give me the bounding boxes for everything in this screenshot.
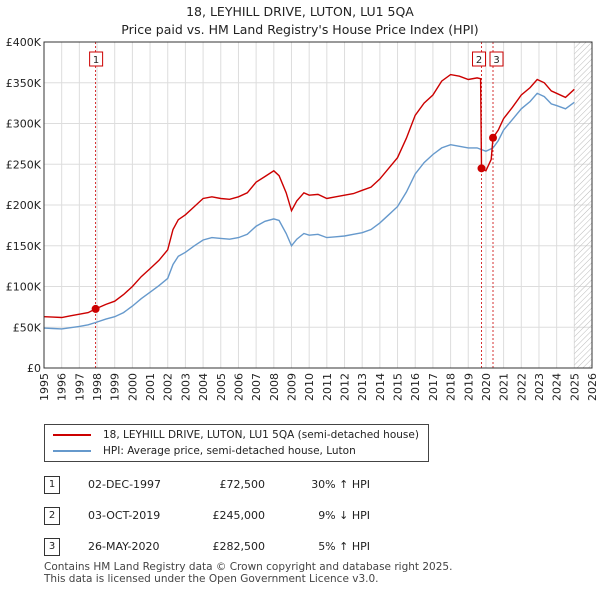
hpi-series-line — [43, 92, 575, 330]
chart-title: 18, LEYHILL DRIVE, LUTON, LU1 5QA — [186, 4, 414, 19]
footer-license: This data is licensed under the Open Gov… — [44, 573, 379, 585]
legend: 18, LEYHILL DRIVE, LUTON, LU1 5QA (semi-… — [44, 424, 429, 462]
legend-swatch-property — [53, 434, 91, 436]
x-tick-label: 2006 — [232, 373, 245, 401]
legend-swatch-hpi — [53, 450, 91, 452]
x-tick-label: 2025 — [568, 373, 581, 401]
transaction-hpi: 5% ↑ HPI — [318, 540, 370, 553]
price-chart: £0 £50K £100K £150K £200K £250K £300K £350K £400… — [6, 36, 599, 401]
transaction-number: 1 — [44, 476, 60, 494]
transaction-hpi: 9% ↓ HPI — [318, 509, 370, 522]
legend-item-hpi: HPI: Average price, semi-detached house,… — [53, 443, 356, 459]
x-tick-label: 2019 — [462, 373, 475, 401]
x-tick-label: 2009 — [285, 373, 298, 401]
sale-label: 2 — [476, 55, 482, 66]
x-tick-label: 2014 — [374, 373, 387, 401]
legend-label-hpi: HPI: Average price, semi-detached house,… — [103, 445, 356, 457]
x-axis: 1995 1996 1997 1998 1999 2000 2001 2002 2003 2004… — [38, 373, 599, 401]
grid — [43, 41, 593, 369]
table-row: 2 03-OCT-2019 £245,000 9% ↓ HPI — [0, 507, 600, 527]
y-tick-label: £150K — [6, 240, 42, 253]
transaction-hpi: 30% ↑ HPI — [311, 478, 370, 491]
x-tick-label: 2010 — [303, 373, 316, 401]
x-tick-label: 1996 — [56, 373, 69, 401]
x-tick-label: 2000 — [126, 373, 139, 401]
x-tick-label: 2003 — [179, 373, 192, 401]
x-tick-label: 2004 — [197, 373, 210, 401]
x-tick-label: 2001 — [144, 373, 157, 401]
x-tick-label: 2024 — [551, 373, 564, 401]
transaction-date: 26-MAY-2020 — [88, 540, 160, 553]
transaction-number: 3 — [44, 538, 60, 556]
transaction-price: £282,500 — [212, 540, 266, 553]
sale-label-box — [89, 51, 104, 67]
y-tick-label: £250K — [6, 158, 42, 171]
y-tick-label: £350K — [6, 77, 42, 90]
x-tick-label: 2023 — [533, 373, 546, 401]
x-tick-label: 2021 — [498, 373, 511, 401]
sale-point — [477, 164, 486, 173]
y-tick-label: £0 — [27, 362, 41, 375]
sale-point — [489, 133, 498, 142]
y-tick-label: £400K — [6, 36, 42, 49]
transaction-date: 02-DEC-1997 — [88, 478, 162, 491]
y-tick-label: £100K — [6, 281, 42, 294]
x-tick-label: 2011 — [321, 373, 334, 401]
x-tick-label: 1997 — [73, 373, 86, 401]
transaction-date: 03-OCT-2019 — [88, 509, 161, 522]
x-tick-label: 2018 — [445, 373, 458, 401]
chart-subtitle: Price paid vs. HM Land Registry's House … — [121, 22, 479, 37]
sale-label: 1 — [93, 55, 99, 66]
x-tick-label: 2013 — [356, 373, 369, 401]
x-tick-label: 2012 — [339, 373, 352, 401]
x-tick-label: 2015 — [392, 373, 405, 401]
future-hatch-region — [574, 42, 592, 368]
sale-label-box — [489, 51, 504, 67]
sale-point — [91, 304, 100, 313]
plot-frame — [43, 41, 593, 369]
x-tick-label: 2026 — [586, 373, 599, 401]
transaction-price: £72,500 — [219, 478, 266, 491]
y-tick-label: £200K — [6, 199, 42, 212]
footer-copyright: Contains HM Land Registry data © Crown c… — [44, 561, 453, 573]
x-tick-label: 2007 — [250, 373, 263, 401]
y-axis: £0 £50K £100K £150K £200K £250K £300K £350K £400… — [6, 36, 42, 375]
transaction-price: £245,000 — [212, 509, 266, 522]
x-tick-label: 2016 — [409, 373, 422, 401]
x-tick-label: 2002 — [162, 373, 175, 401]
x-tick-label: 1998 — [91, 373, 104, 401]
x-tick-label: 2022 — [515, 373, 528, 401]
y-tick-label: £50K — [13, 321, 42, 334]
x-tick-label: 2020 — [480, 373, 493, 401]
legend-label-property: 18, LEYHILL DRIVE, LUTON, LU1 5QA (semi-… — [103, 429, 419, 441]
property-series-line — [43, 73, 575, 319]
x-tick-label: 2017 — [427, 373, 440, 401]
table-row: 3 26-MAY-2020 £282,500 5% ↑ HPI — [0, 538, 600, 558]
sale-label: 3 — [493, 55, 499, 66]
sale-label-box — [472, 51, 487, 67]
x-tick-label: 1999 — [109, 373, 122, 401]
y-tick-label: £300K — [6, 118, 42, 131]
transaction-number: 2 — [44, 507, 60, 525]
x-tick-label: 2008 — [268, 373, 281, 401]
legend-item-property: 18, LEYHILL DRIVE, LUTON, LU1 5QA (semi-… — [53, 427, 419, 443]
x-tick-label: 2005 — [215, 373, 228, 401]
x-tick-label: 1995 — [38, 373, 51, 401]
table-row: 1 02-DEC-1997 £72,500 30% ↑ HPI — [0, 476, 600, 496]
